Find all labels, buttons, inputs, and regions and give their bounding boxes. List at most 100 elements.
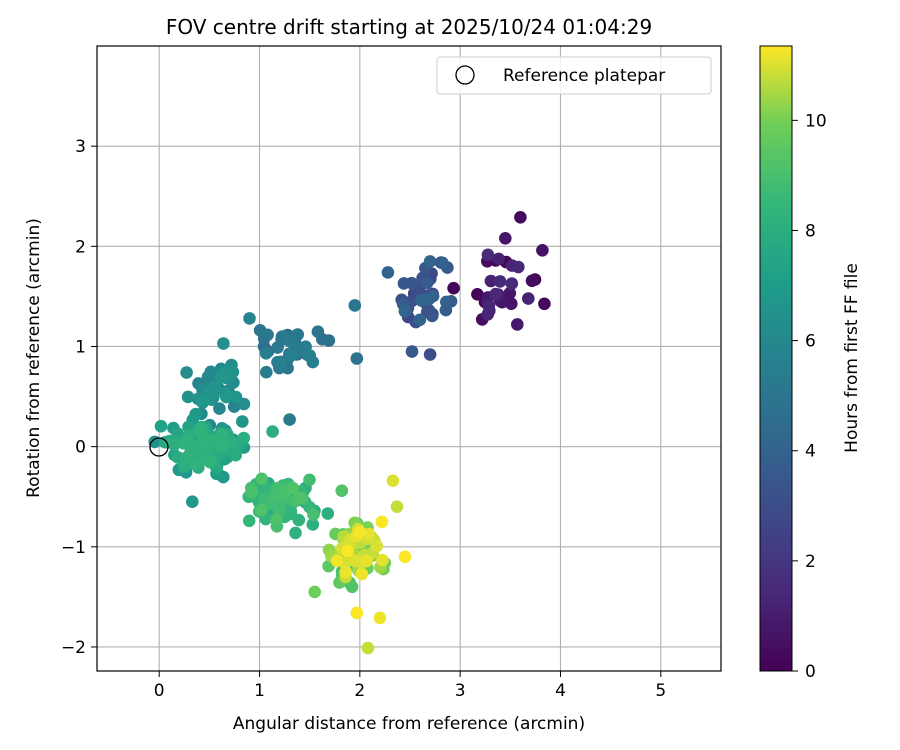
y-tick-label: 0 <box>75 438 86 458</box>
scatter-point <box>237 431 251 445</box>
scatter-point <box>381 266 395 279</box>
y-tick-label: 1 <box>75 337 86 357</box>
scatter-point <box>386 474 400 488</box>
scatter-point <box>321 507 335 520</box>
colorbar-tick-label: 2 <box>805 552 816 572</box>
scatter-point <box>538 297 551 311</box>
scatter-point <box>213 402 226 415</box>
scatter-point <box>283 334 297 348</box>
scatter-point <box>405 345 419 358</box>
colorbar-ticks: 0 2 4 6 8 10 <box>792 111 827 682</box>
scatter-point <box>243 312 256 325</box>
scatter-point <box>186 439 199 453</box>
scatter-point <box>482 299 496 313</box>
legend: Reference platepar <box>436 56 712 95</box>
scatter-point <box>339 565 353 579</box>
scatter-point <box>148 435 161 449</box>
scatter-point <box>303 349 317 362</box>
y-axis: −2 −1 0 1 2 3 <box>61 137 97 658</box>
scatter-point <box>214 438 228 452</box>
scatter-point <box>512 260 525 274</box>
scatter-point <box>355 567 369 581</box>
scatter-point <box>154 419 168 433</box>
scatter-point <box>414 294 428 307</box>
scatter-point <box>261 328 274 342</box>
scatter-point <box>341 544 354 558</box>
scatter-point <box>274 355 288 369</box>
scatter-point <box>181 390 195 404</box>
scatter-point <box>353 525 366 539</box>
scatter-point <box>245 485 258 499</box>
scatter-point <box>503 286 517 300</box>
scatter-point <box>236 415 249 428</box>
scatter-point <box>330 554 344 568</box>
scatter-point <box>375 515 389 529</box>
scatter-point <box>370 539 384 553</box>
y-tick-label: −1 <box>61 538 86 558</box>
scatter-point <box>492 252 506 266</box>
scatter-point <box>283 413 296 426</box>
scatter-point <box>270 513 283 526</box>
scatter-point <box>390 500 404 513</box>
colorbar-tick-label: 0 <box>805 662 816 682</box>
colorbar-tick-label: 6 <box>805 332 816 352</box>
scatter-point <box>405 276 419 290</box>
scatter-point <box>255 472 268 486</box>
scatter-point <box>423 348 437 361</box>
x-tick-label: 4 <box>555 681 566 701</box>
scatter-point <box>360 554 373 568</box>
scatter-point <box>311 325 325 339</box>
scatter-point <box>203 455 217 469</box>
scatter-point <box>204 365 218 379</box>
scatter-point <box>303 473 316 487</box>
y-axis-label: Rotation from reference (arcmin) <box>24 218 44 498</box>
scatter-point <box>308 585 322 599</box>
scatter-point <box>348 299 362 312</box>
scatter-point <box>522 292 535 305</box>
scatter-point <box>229 448 242 462</box>
colorbar-tick-label: 10 <box>805 111 827 131</box>
scatter-point <box>499 232 512 245</box>
scatter-point <box>345 580 359 594</box>
scatter-point <box>266 425 279 438</box>
colorbar: 0 2 4 6 8 10 Hours from first FF file <box>759 45 862 682</box>
scatter-point <box>471 288 484 301</box>
scatter-point <box>489 287 503 301</box>
scatter-point <box>423 255 437 268</box>
scatter-point <box>255 503 268 516</box>
plot-frame <box>96 45 722 672</box>
scatter-point <box>284 349 298 362</box>
scatter-point <box>306 518 320 531</box>
colorbar-gradient <box>759 45 793 672</box>
scatter-point <box>260 365 273 379</box>
scatter-point <box>307 508 320 521</box>
scatter-point <box>361 641 375 655</box>
scatter-point <box>289 526 302 540</box>
scatter-point <box>350 352 364 365</box>
scatter-point <box>511 318 524 331</box>
scatter-point <box>186 495 199 509</box>
legend-label: Reference platepar <box>503 66 665 86</box>
scatter-point <box>420 276 434 290</box>
scatter-points <box>148 211 551 655</box>
scatter-point <box>242 514 256 528</box>
x-axis-label: Angular distance from reference (arcmin) <box>233 714 585 734</box>
scatter-point <box>195 427 209 440</box>
scatter-point <box>484 274 498 288</box>
y-tick-label: 2 <box>75 237 86 257</box>
x-tick-label: 3 <box>455 681 466 701</box>
reference-point-marker <box>149 437 169 457</box>
scatter-point <box>229 390 243 404</box>
scatter-point <box>505 277 519 290</box>
x-tick-label: 2 <box>354 681 365 701</box>
scatter-point <box>413 313 427 327</box>
scatter-point <box>440 295 453 309</box>
scatter-point <box>436 256 449 270</box>
scatter-point <box>271 341 284 354</box>
chart-title: FOV centre drift starting at 2025/10/24 … <box>166 15 652 39</box>
x-tick-label: 1 <box>254 681 265 701</box>
legend-marker-icon <box>455 65 475 85</box>
scatter-point <box>217 337 230 350</box>
scatter-point <box>198 439 212 453</box>
